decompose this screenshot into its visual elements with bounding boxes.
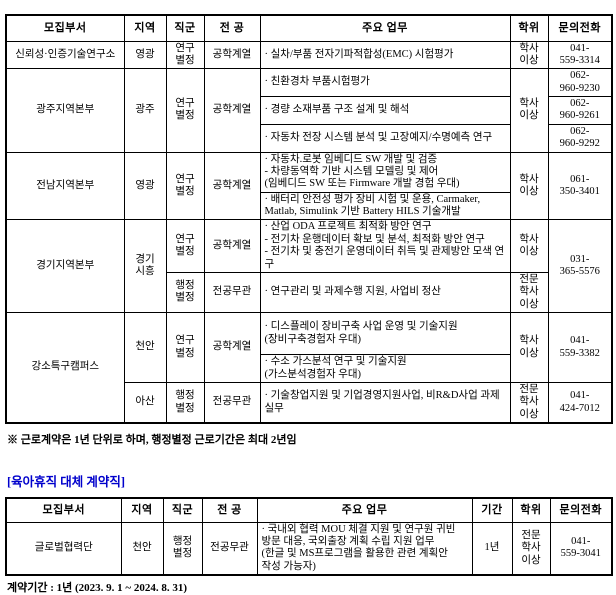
cell-task: · 자동차.로봇 임베디드 SW 개발 및 검증 - 차량동역학 기반 시스템 … xyxy=(259,151,511,193)
cell-region: 천안 xyxy=(120,521,164,576)
row-gwangju-1: 광주지역본부 광주 연구 별정 공학계열 · 친환경차 부품시험평가 학사 이상… xyxy=(5,68,613,153)
row-global-cooperation: 글로벌협력단 천안 행정 별정 전공무관 · 국내외 협력 MOU 체결 지원 … xyxy=(5,521,613,576)
cell-task: · 수소 가스분석 연구 및 기술지원 (가스분석경험자 우대) xyxy=(259,354,511,383)
table2-header-row: 모집부서 지역 직군 전 공 주요 업무 기간 학위 문의전화 xyxy=(5,497,613,523)
cell-degree: 전문 학사 이상 xyxy=(509,271,549,314)
cell-phone: 062- 960-9261 xyxy=(547,96,613,125)
cell-group: 연구 별정 xyxy=(165,219,205,273)
cell-group: 연구 별정 xyxy=(165,68,205,153)
col-header-phone: 문의전화 xyxy=(547,14,613,42)
col-header-region: 지역 xyxy=(120,497,164,523)
cell-phone: 062- 960-9292 xyxy=(547,123,613,153)
cell-region: 경기 시흥 xyxy=(123,219,167,313)
cell-task: · 국내외 협력 MOU 체결 지원 및 연구원 귀빈 방문 대응, 국외출장 … xyxy=(256,521,473,576)
cell-major: 공학계열 xyxy=(203,68,261,153)
cell-group: 연구 별정 xyxy=(165,40,205,70)
row-gangso-2: · 수소 가스분석 연구 및 기술지원 (가스분석경험자 우대) xyxy=(6,354,612,383)
cell-major: 공학계열 xyxy=(203,219,261,273)
cell-major: 공학계열 xyxy=(203,312,261,383)
cell-dept: 신뢰성·인증기술연구소 xyxy=(5,40,125,70)
cell-major: 공학계열 xyxy=(203,40,261,70)
cell-task: · 실차/부품 전자기파적합성(EMC) 시험평가 xyxy=(259,40,511,70)
cell-dept: 경기지역본부 xyxy=(5,219,125,313)
cell-task: · 배터리 안전성 평가 장비 시험 및 운용, Carmaker, Matla… xyxy=(259,191,511,221)
col-header-phone: 문의전화 xyxy=(549,497,613,523)
cell-task: · 산업 ODA 프로젝트 최적화 방안 연구 - 전기차 운행데이터 확보 및… xyxy=(259,219,511,273)
cell-phone: 041- 424-7012 xyxy=(547,382,613,424)
cell-group: 행정 별정 xyxy=(162,521,203,576)
row-gangso-1: 강소특구캠퍼스 천안 연구 별정 공학계열 · 디스플레이 장비구축 사업 운영… xyxy=(5,312,613,424)
cell-dept: 강소특구캠퍼스 xyxy=(5,312,125,424)
row-gwangju-2: · 경량 소재부품 구조 설계 및 해석 062- 960-9261 xyxy=(6,96,613,125)
cell-phone: 061- 350-3401 xyxy=(547,151,613,221)
cell-period: 1년 xyxy=(471,521,513,576)
row-gangso-3: 아산 행정 별정 전공무관 · 기술창업지원 및 기업경영지원사업, 비R&D사… xyxy=(6,382,613,424)
col-header-major: 전 공 xyxy=(203,14,261,42)
row-gyeonggi-1: 경기지역본부 경기 시흥 연구 별정 공학계열 · 산업 ODA 프로젝트 최적… xyxy=(5,219,613,313)
cell-phone: 041- 559-3041 xyxy=(549,521,613,576)
col-header-dept: 모집부서 xyxy=(5,14,125,42)
row-reliability: 신뢰성·인증기술연구소 영광 연구 별정 공학계열 · 실차/부품 전자기파적합… xyxy=(5,40,613,70)
col-header-period: 기간 xyxy=(471,497,513,523)
cell-task: · 연구관리 및 과제수행 지원, 사업비 정산 xyxy=(259,271,511,314)
recruitment-table: 모집부서 지역 직군 전 공 주요 업무 학위 문의전화 신뢰성·인증기술연구소… xyxy=(5,14,613,425)
col-header-degree: 학위 xyxy=(511,497,551,523)
section2-title: [육아휴직 대체 계약직] xyxy=(7,475,126,490)
row-jeonnam-2: · 배터리 안전성 평가 장비 시험 및 운용, Carmaker, Matla… xyxy=(6,191,612,221)
cell-region: 광주 xyxy=(123,68,167,153)
contract-period-note: 계약기간 : 1년 (2023. 9. 1 ~ 2024. 8. 31) xyxy=(7,582,188,595)
cell-degree: 학사 이상 xyxy=(509,151,549,221)
cell-region: 영광 xyxy=(123,40,167,70)
cell-degree: 전문 학사 이상 xyxy=(509,382,549,424)
row-jeonnam-1: 전남지역본부 영광 연구 별정 공학계열 · 자동차.로봇 임베디드 SW 개발… xyxy=(5,151,613,221)
cell-phone: 041- 559-3382 xyxy=(547,312,613,383)
col-header-task: 주요 업무 xyxy=(259,14,511,42)
col-header-degree: 학위 xyxy=(509,14,549,42)
cell-degree: 전문 학사 이상 xyxy=(511,521,551,576)
cell-group: 행정 별정 xyxy=(165,271,205,314)
cell-group: 연구 별정 xyxy=(165,312,205,383)
cell-degree: 학사 이상 xyxy=(509,40,549,70)
cell-major: 전공무관 xyxy=(203,382,261,424)
contract-note: ※ 근로계약은 1년 단위로 하며, 행정별정 근로기간은 최대 2년임 xyxy=(7,434,297,447)
cell-phone: 062- 960-9230 xyxy=(547,68,613,97)
table1-header-row: 모집부서 지역 직군 전 공 주요 업무 학위 문의전화 xyxy=(5,14,613,42)
cell-phone: 031- 365-5576 xyxy=(547,219,613,313)
cell-task: · 자동차 전장 시스템 분석 및 고장예지/수명예측 연구 xyxy=(259,123,511,153)
col-header-region: 지역 xyxy=(123,14,167,42)
cell-group: 행정 별정 xyxy=(165,382,205,424)
cell-group: 연구 별정 xyxy=(165,151,205,221)
cell-task: · 친환경차 부품시험평가 xyxy=(259,68,511,97)
cell-region: 영광 xyxy=(123,151,167,221)
col-header-dept: 모집부서 xyxy=(5,497,122,523)
cell-dept: 광주지역본부 xyxy=(5,68,125,153)
cell-degree: 학사 이상 xyxy=(509,219,549,273)
col-header-group: 직군 xyxy=(162,497,203,523)
cell-region: 천안 xyxy=(123,312,167,383)
cell-major: 공학계열 xyxy=(203,151,261,221)
cell-dept: 전남지역본부 xyxy=(5,151,125,221)
cell-task: · 디스플레이 장비구축 사업 운영 및 기술지원 (장비구축경험자 우대) xyxy=(259,312,511,355)
cell-phone: 041- 559-3314 xyxy=(547,40,613,70)
cell-task: · 경량 소재부품 구조 설계 및 해석 xyxy=(259,96,511,125)
col-header-major: 전 공 xyxy=(201,497,258,523)
col-header-group: 직군 xyxy=(165,14,205,42)
cell-degree: 학사 이상 xyxy=(509,68,549,153)
cell-major: 전공무관 xyxy=(203,271,261,314)
row-gyeonggi-2: 행정 별정 전공무관 · 연구관리 및 과제수행 지원, 사업비 정산 전문 학… xyxy=(6,271,612,314)
cell-degree: 학사 이상 xyxy=(509,312,549,383)
cell-dept: 글로벌협력단 xyxy=(5,521,122,576)
cell-task: · 기술창업지원 및 기업경영지원사업, 비R&D사업 과제 실무 xyxy=(259,382,511,424)
col-header-task: 주요 업무 xyxy=(256,497,473,523)
replacement-table: 모집부서 지역 직군 전 공 주요 업무 기간 학위 문의전화 글로벌협력단 천… xyxy=(5,497,613,577)
cell-region: 아산 xyxy=(123,382,167,424)
cell-major: 전공무관 xyxy=(201,521,258,576)
